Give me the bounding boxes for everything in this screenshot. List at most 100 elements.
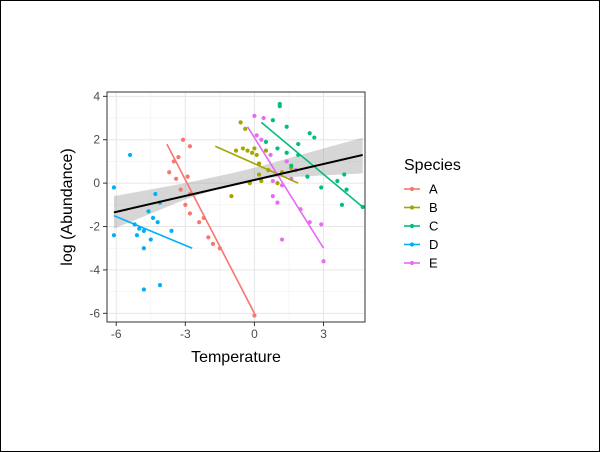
legend-title: Species	[404, 157, 461, 174]
overall-fit-group	[113, 153, 363, 214]
fit-line-b	[214, 145, 299, 184]
point-a	[210, 241, 216, 246]
grid-minor	[107, 92, 365, 322]
fit-line-a	[166, 143, 256, 314]
points-group	[111, 101, 365, 318]
point-d	[141, 228, 146, 233]
point-b	[240, 146, 246, 151]
point-d	[127, 152, 133, 158]
point-a	[197, 220, 202, 225]
point-b	[238, 120, 243, 125]
y-tick-label: -2	[89, 220, 100, 234]
x-tick-label: -3	[180, 327, 191, 341]
point-b	[245, 148, 250, 153]
grid-major	[107, 92, 365, 322]
point-a	[176, 154, 181, 160]
point-d	[134, 233, 140, 238]
ci-band-group	[113, 137, 363, 229]
point-d	[137, 226, 142, 231]
point-e	[252, 113, 257, 118]
point-d	[150, 215, 156, 220]
point-c	[342, 172, 347, 177]
point-c	[305, 174, 310, 179]
point-b	[250, 150, 255, 155]
point-b	[259, 178, 264, 184]
point-b	[252, 146, 257, 151]
point-c	[284, 124, 289, 129]
point-d	[111, 185, 117, 190]
overall-fit-line	[113, 153, 363, 214]
y-tick-label: -6	[89, 306, 100, 320]
point-c	[307, 131, 312, 136]
legend-label-e: E	[429, 256, 438, 271]
point-b	[254, 152, 259, 158]
point-e	[270, 194, 275, 199]
point-d	[148, 237, 153, 242]
overall-ci-band	[113, 137, 363, 229]
point-c	[335, 178, 340, 184]
point-c	[312, 135, 317, 140]
fit-line-e	[246, 126, 325, 249]
point-c	[284, 150, 289, 155]
axes-group: -6 -3 0 3 -6 -4 -2 0 2 4	[89, 89, 327, 341]
legend-label-a: A	[429, 182, 438, 197]
legend-label-b: B	[429, 200, 438, 215]
y-tick-label: 4	[93, 89, 100, 103]
point-e	[259, 137, 264, 142]
point-b	[263, 148, 269, 153]
legend-key-point-d	[409, 242, 415, 247]
point-c	[296, 141, 301, 147]
point-a	[174, 176, 179, 181]
x-tick-label: 0	[251, 327, 258, 341]
panel-border-group	[106, 91, 366, 323]
point-a	[206, 235, 211, 240]
point-b	[256, 172, 262, 177]
point-a	[185, 174, 190, 179]
point-d	[153, 191, 158, 197]
x-tick-label: 3	[320, 327, 327, 341]
point-d	[111, 233, 117, 238]
point-a	[178, 187, 183, 192]
panel-border	[106, 91, 366, 323]
point-c	[319, 185, 324, 190]
point-e	[261, 115, 266, 121]
point-d	[146, 209, 151, 214]
point-e	[270, 178, 275, 184]
point-b	[243, 126, 248, 131]
point-e	[319, 222, 324, 227]
legend-key-point-e	[409, 260, 415, 266]
point-c	[275, 146, 280, 151]
point-c	[339, 202, 345, 207]
legend-label-c: C	[429, 219, 438, 234]
point-a	[187, 144, 193, 149]
point-a	[252, 313, 257, 318]
point-e	[284, 159, 289, 164]
point-a	[180, 137, 186, 142]
point-a	[183, 202, 188, 207]
point-a	[167, 170, 172, 175]
fit-line-c	[260, 121, 364, 208]
x-axis-title: Temperature	[191, 349, 281, 366]
legend-key-point-c	[409, 223, 415, 229]
point-c	[263, 139, 269, 145]
point-b	[229, 194, 234, 199]
plot-panel	[107, 92, 365, 322]
point-e	[275, 200, 280, 205]
x-tick-label: -6	[111, 327, 122, 341]
legend-label-d: D	[429, 237, 438, 252]
legend-key-point-b	[409, 205, 415, 210]
point-d	[169, 228, 174, 233]
point-e	[279, 237, 285, 242]
y-tick-label: 2	[93, 133, 100, 147]
point-d	[157, 283, 163, 288]
legend-key-point-a	[409, 186, 415, 192]
point-e	[321, 259, 326, 264]
point-d	[141, 246, 146, 251]
y-axis-title: log (Abundance)	[59, 148, 76, 265]
y-tick-label: -4	[89, 263, 100, 277]
point-d	[155, 220, 160, 225]
point-b	[233, 148, 239, 153]
point-d	[141, 287, 146, 292]
